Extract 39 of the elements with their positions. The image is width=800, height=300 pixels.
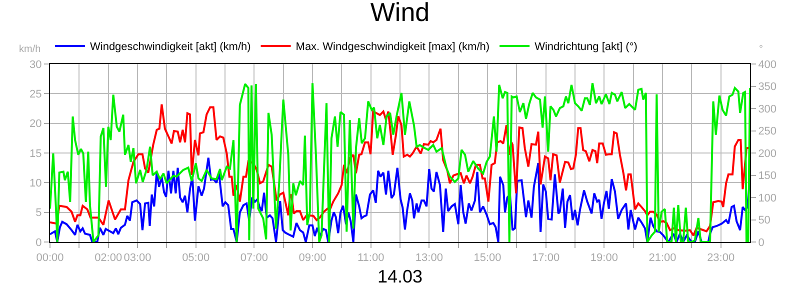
x-tick-label: 11:00 <box>357 252 384 264</box>
x-tick-label: 23:00 <box>707 252 735 264</box>
y-tick-label: 30 <box>30 58 42 71</box>
line-series <box>50 156 750 242</box>
x-tick-label: 02:00 <box>94 252 122 264</box>
y-tick-label: 5 <box>36 207 42 220</box>
y2-tick-label: 250 <box>758 126 777 138</box>
y2-tick-label: 150 <box>758 170 777 182</box>
x-axis-title: 14.03 <box>377 266 423 286</box>
y-axis-title: km/h <box>19 44 41 55</box>
y2-tick-label: 50 <box>758 214 770 227</box>
x-tick-label: 07:00 <box>240 252 268 264</box>
x-tick-label: 03:00 <box>124 252 152 264</box>
x-tick-label: 19:00 <box>590 252 618 264</box>
y-tick-label: 15 <box>30 148 42 160</box>
y2-tick-label: 100 <box>758 192 777 204</box>
x-tick-label: 21:00 <box>648 252 676 264</box>
x-tick-label: 13:00 <box>415 252 443 264</box>
y2-tick-label: 350 <box>758 81 777 94</box>
y-tick-label: 20 <box>30 118 42 130</box>
y2-tick-label: 0 <box>758 236 764 249</box>
y2-axis-title: ° <box>759 44 763 55</box>
legend-label: Windrichtung [akt] (°) <box>534 41 638 54</box>
line-series <box>50 103 750 236</box>
chart-title: Wind <box>370 0 430 28</box>
y-tick-label: 10 <box>30 178 42 190</box>
y-tick-label: 25 <box>30 88 42 101</box>
x-tick-label: 09:00 <box>298 252 326 264</box>
line-series <box>50 82 750 242</box>
x-tick-label: 00:00 <box>36 252 64 264</box>
x-tick-label: 17:00 <box>532 252 560 264</box>
x-tick-label: 15:00 <box>474 252 502 264</box>
y-tick-label: 0 <box>36 236 42 249</box>
y2-tick-label: 400 <box>758 58 777 71</box>
y2-tick-label: 200 <box>758 148 777 160</box>
y2-tick-label: 300 <box>758 103 777 116</box>
legend-label: Windgeschwindigkeit [akt] (km/h) <box>90 41 251 54</box>
x-tick-label: 05:00 <box>182 252 210 264</box>
legend-label: Max. Windgeschwindigkeit [max] (km/h) <box>296 41 490 54</box>
